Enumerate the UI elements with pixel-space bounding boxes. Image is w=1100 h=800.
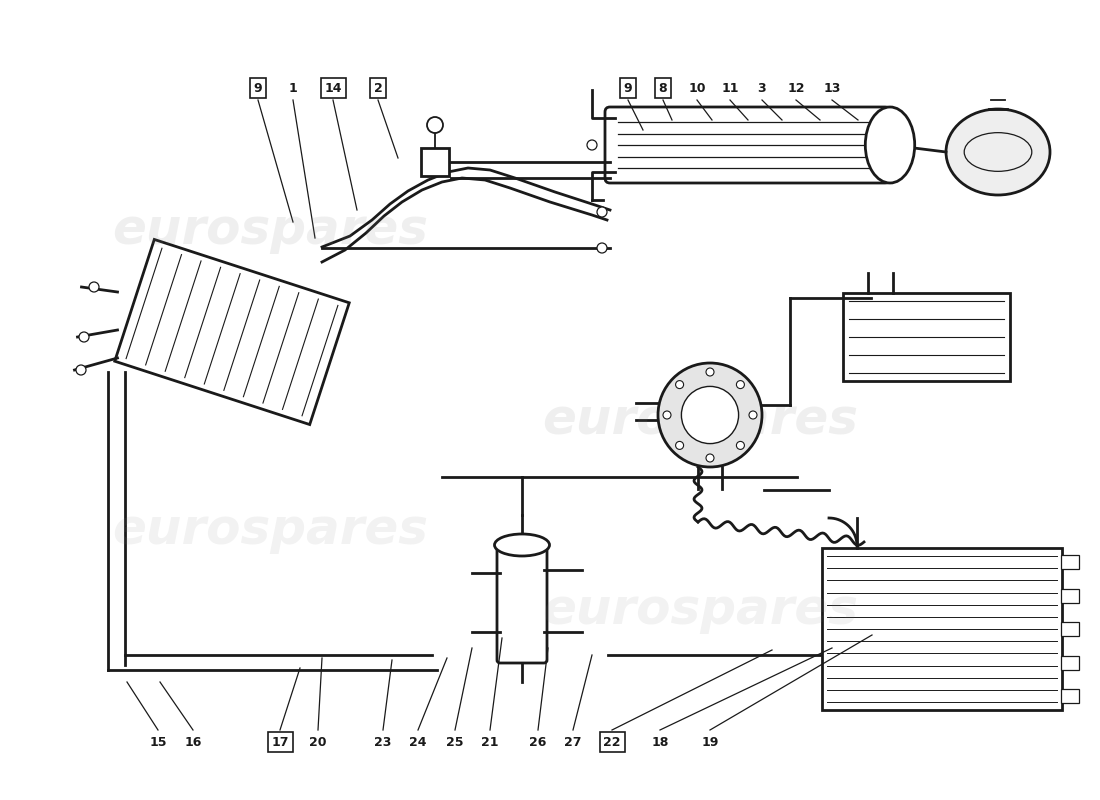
Bar: [1062, 555, 1079, 569]
Text: 11: 11: [722, 82, 739, 94]
Circle shape: [663, 411, 671, 419]
Bar: [843, 293, 1010, 381]
Circle shape: [79, 332, 89, 342]
Circle shape: [706, 368, 714, 376]
Circle shape: [658, 363, 762, 467]
Text: 17: 17: [272, 735, 288, 749]
Circle shape: [76, 365, 86, 375]
Text: 22: 22: [603, 735, 620, 749]
Text: 15: 15: [150, 735, 167, 749]
Circle shape: [706, 454, 714, 462]
Text: 2: 2: [374, 82, 383, 94]
Text: eurospares: eurospares: [542, 586, 858, 634]
Text: eurospares: eurospares: [112, 506, 428, 554]
Text: 9: 9: [624, 82, 632, 94]
Text: 16: 16: [185, 735, 201, 749]
Circle shape: [749, 411, 757, 419]
Text: 24: 24: [409, 735, 427, 749]
Text: 1: 1: [288, 82, 297, 94]
Bar: [114, 239, 350, 425]
FancyBboxPatch shape: [497, 542, 547, 663]
Text: 25: 25: [447, 735, 464, 749]
Bar: [1062, 622, 1079, 636]
Text: 14: 14: [324, 82, 342, 94]
Circle shape: [427, 117, 443, 133]
Ellipse shape: [946, 109, 1050, 195]
Text: 9: 9: [254, 82, 262, 94]
Text: 23: 23: [374, 735, 392, 749]
Text: eurospares: eurospares: [542, 396, 858, 444]
Circle shape: [597, 243, 607, 253]
Bar: [421, 148, 449, 176]
Text: 10: 10: [689, 82, 706, 94]
Circle shape: [736, 442, 745, 450]
Text: eurospares: eurospares: [112, 206, 428, 254]
Text: 8: 8: [659, 82, 668, 94]
Bar: [1062, 655, 1079, 670]
Text: 12: 12: [788, 82, 805, 94]
Circle shape: [597, 207, 607, 217]
Text: 3: 3: [758, 82, 767, 94]
Bar: [1062, 589, 1079, 602]
Circle shape: [675, 442, 683, 450]
Circle shape: [89, 282, 99, 292]
Text: 27: 27: [564, 735, 582, 749]
Ellipse shape: [495, 534, 550, 556]
Text: 26: 26: [529, 735, 547, 749]
Circle shape: [736, 381, 745, 389]
Text: 13: 13: [823, 82, 840, 94]
Text: 20: 20: [309, 735, 327, 749]
Ellipse shape: [866, 107, 915, 183]
Circle shape: [675, 381, 683, 389]
Text: 18: 18: [651, 735, 669, 749]
Text: 21: 21: [482, 735, 498, 749]
Bar: [1062, 689, 1079, 703]
Circle shape: [587, 140, 597, 150]
Text: 19: 19: [702, 735, 718, 749]
Circle shape: [681, 386, 738, 443]
Bar: [822, 548, 1062, 710]
